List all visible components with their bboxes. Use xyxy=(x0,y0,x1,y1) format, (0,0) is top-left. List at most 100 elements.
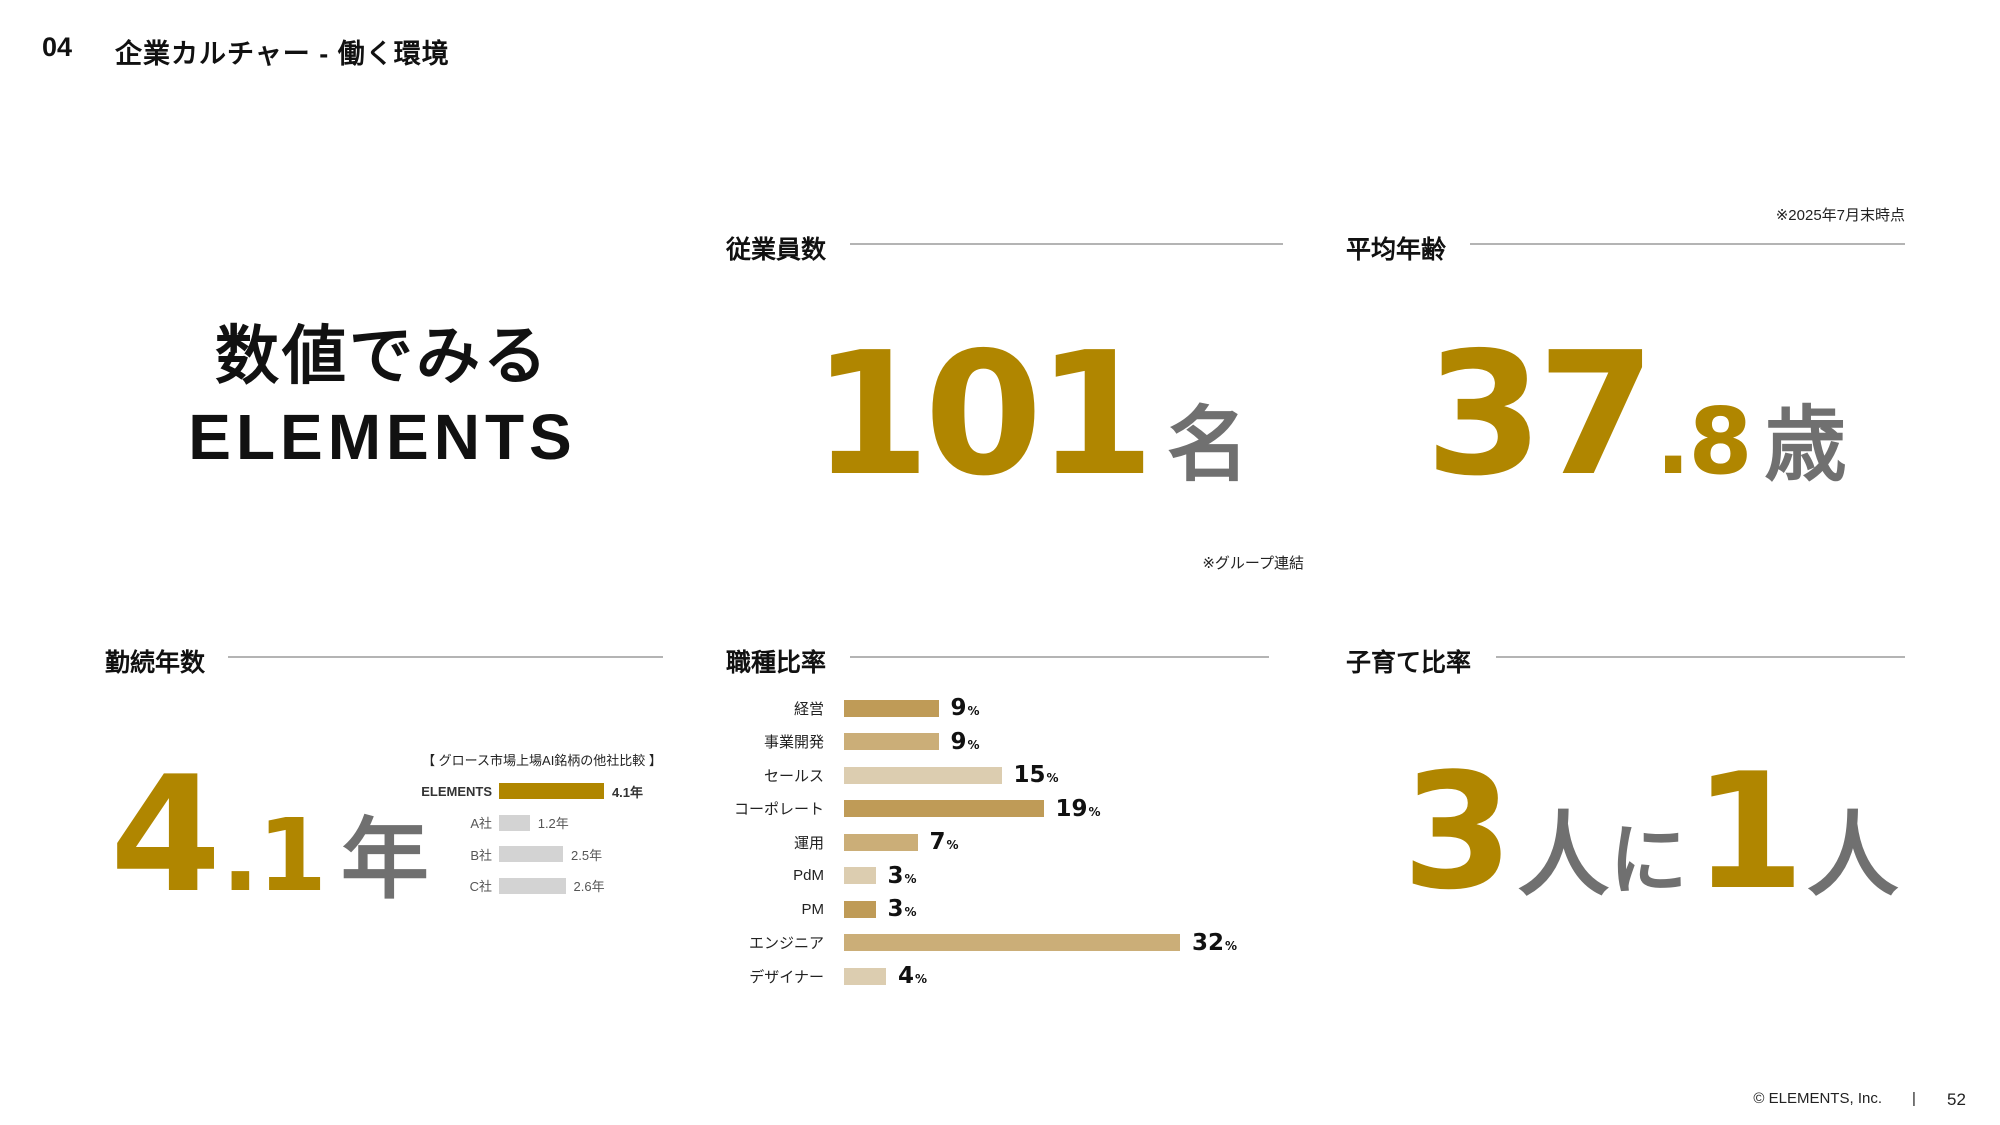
tenure-value-int: 4 xyxy=(110,741,221,928)
job-ratio-row: PM 3% xyxy=(700,894,917,924)
comparison-row-label: C社 xyxy=(469,879,492,894)
job-ratio-row: コーポレート 19% xyxy=(700,794,1101,824)
job-ratio-number: 7 xyxy=(929,829,946,855)
job-ratio-row-label: PM xyxy=(801,900,825,918)
age-note: ※2025年7月末時点 xyxy=(1775,207,1905,224)
job-ratio-percent: % xyxy=(904,905,917,919)
job-ratio-row-label: デザイナー xyxy=(749,968,824,986)
comparison-row-label: A社 xyxy=(470,816,492,831)
comparison-bar xyxy=(499,846,563,862)
job-ratio-value: 4% xyxy=(898,963,927,989)
job-ratio-number: 4 xyxy=(898,963,915,989)
comparison-value: 1.2年 xyxy=(537,816,569,831)
comparison-bar xyxy=(499,783,604,799)
hero-brand: ELEMENTS xyxy=(188,401,577,473)
job-ratio-percent: % xyxy=(1225,938,1238,953)
employees-stat: 101 名 xyxy=(812,330,1249,500)
job-ratio-row-label: 事業開発 xyxy=(763,734,824,751)
job-ratio-value: 32% xyxy=(1192,930,1237,956)
tenure-unit: 年 xyxy=(340,810,429,909)
job-ratio-percent: % xyxy=(967,737,980,752)
job-ratio-value: 7% xyxy=(930,829,959,855)
employees-value: 101 xyxy=(812,316,1155,514)
comparison-row: ELEMENTS 4.1年 xyxy=(380,781,643,801)
comparison-value: 2.5年 xyxy=(571,847,603,863)
age-unit: 歳 xyxy=(1764,400,1847,491)
job-ratio-row-label: 経営 xyxy=(793,700,824,718)
job-ratio-row: 運用 7% xyxy=(700,827,959,857)
comparison-bar xyxy=(499,814,530,831)
job-ratio-number: 32 xyxy=(1192,929,1225,956)
job-ratio-bar xyxy=(844,766,1002,784)
job-ratio-label: 職種比率 xyxy=(726,649,827,677)
job-ratio-bar xyxy=(844,800,1044,817)
job-ratio-row: エンジニア 32% xyxy=(700,928,1237,958)
job-ratio-percent: % xyxy=(946,838,959,852)
job-ratio-row-label: PdM xyxy=(793,867,824,884)
section-number: 04 xyxy=(42,32,73,62)
copyright: © ELEMENTS, Inc. xyxy=(1753,1090,1882,1107)
age-rule xyxy=(1470,243,1905,245)
job-ratio-bar xyxy=(844,833,918,851)
parenting-unit1: 人 xyxy=(1517,805,1610,907)
parenting-num2: 1 xyxy=(1693,738,1804,925)
comparison-title: 【 グロース市場上場AI銘柄の他社比較 】 xyxy=(422,753,662,768)
age-label: 平均年齢 xyxy=(1346,236,1447,264)
job-ratio-percent: % xyxy=(1046,771,1059,785)
job-ratio-number: 9 xyxy=(950,695,967,721)
tenure-stat: 4 .1 年 xyxy=(110,755,429,915)
age-value-int: 37 xyxy=(1425,316,1656,514)
employees-unit: 名 xyxy=(1166,400,1249,491)
hero-heading: 数値でみる xyxy=(215,320,550,392)
comparison-row: C社 2.6年 xyxy=(380,876,605,896)
job-ratio-row-label: セールス xyxy=(763,767,824,785)
job-ratio-row-label: コーポレート xyxy=(733,801,824,818)
job-ratio-number: 3 xyxy=(887,862,904,889)
comparison-row-label: ELEMENTS xyxy=(421,783,492,799)
tenure-rule xyxy=(228,656,663,658)
comparison-value: 4.1年 xyxy=(611,784,644,800)
job-ratio-value: 3% xyxy=(888,863,917,889)
parenting-mid: に xyxy=(1609,816,1688,904)
job-ratio-bar xyxy=(844,699,939,717)
job-ratio-percent: % xyxy=(1088,804,1101,819)
job-ratio-row-label: 運用 xyxy=(793,834,824,852)
comparison-row: B社 2.5年 xyxy=(380,844,602,864)
job-ratio-number: 9 xyxy=(950,728,967,755)
job-ratio-number: 3 xyxy=(887,896,904,922)
job-ratio-row: PdM 3% xyxy=(700,861,917,891)
employees-note: ※グループ連結 xyxy=(1202,555,1304,572)
job-ratio-bar xyxy=(844,934,1180,951)
job-ratio-bar xyxy=(844,900,876,918)
job-ratio-percent: % xyxy=(904,871,917,886)
comparison-value: 2.6年 xyxy=(573,879,605,894)
tenure-label: 勤続年数 xyxy=(105,649,206,677)
job-ratio-percent: % xyxy=(967,704,980,718)
job-ratio-row: 経営 9% xyxy=(700,693,980,723)
comparison-row-label: B社 xyxy=(470,847,492,863)
job-ratio-number: 15 xyxy=(1013,762,1046,788)
parenting-num1: 3 xyxy=(1402,738,1513,925)
page-title: 企業カルチャー - 働く環境 xyxy=(115,39,450,69)
employees-rule xyxy=(850,243,1283,245)
job-ratio-row-label: エンジニア xyxy=(748,935,824,952)
job-ratio-number: 19 xyxy=(1055,795,1088,822)
age-value-dec: .8 xyxy=(1655,388,1753,495)
parenting-rule xyxy=(1496,656,1905,658)
job-ratio-row: デザイナー 4% xyxy=(700,961,927,991)
parenting-stat: 3 人 に 1 人 xyxy=(1402,752,1899,912)
page-number: 52 xyxy=(1947,1090,1966,1109)
employees-label: 従業員数 xyxy=(726,236,827,264)
tenure-value-dec: .1 xyxy=(221,797,327,914)
job-ratio-percent: % xyxy=(915,972,928,986)
parenting-unit2: 人 xyxy=(1806,805,1899,907)
job-ratio-row: セールス 15% xyxy=(700,760,1059,790)
job-ratio-value: 15% xyxy=(1014,762,1059,788)
job-ratio-rule xyxy=(850,656,1269,658)
job-ratio-bar xyxy=(844,867,876,884)
comparison-row: A社 1.2年 xyxy=(380,813,569,833)
job-ratio-bar xyxy=(844,733,939,750)
job-ratio-value: 9% xyxy=(951,695,980,721)
job-ratio-bar xyxy=(844,967,886,985)
job-ratio-value: 9% xyxy=(951,729,980,755)
